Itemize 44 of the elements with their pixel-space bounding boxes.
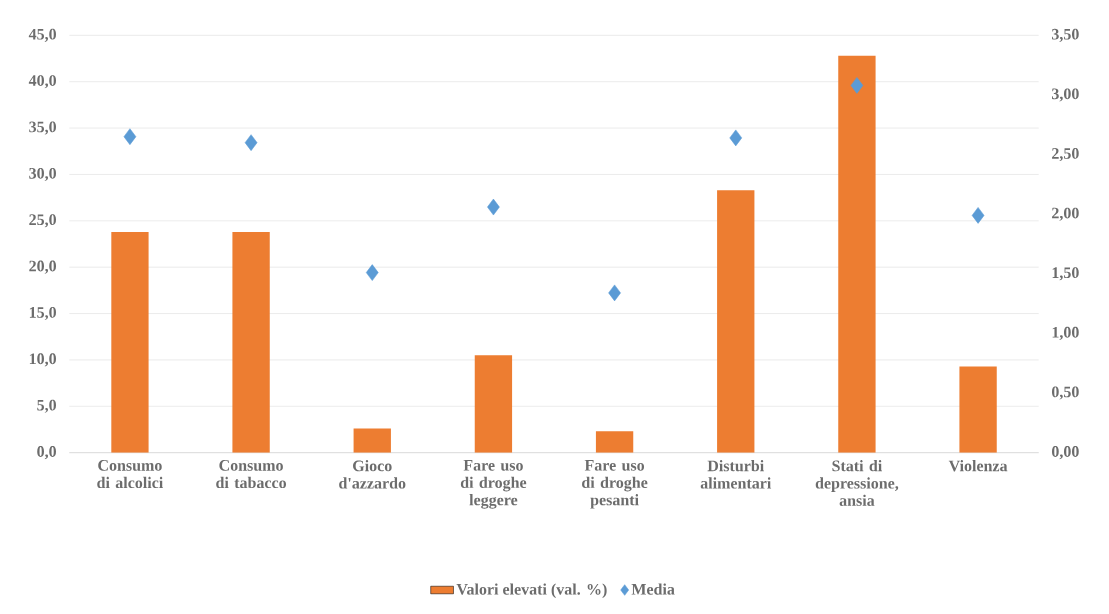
y2-tick-label: 2,50 [1052, 148, 1079, 162]
x-tick-label: Gioco d'azzardo [339, 460, 406, 489]
x-tick-label: Consumo di alcolici [97, 460, 164, 489]
y-tick-label: 5,0 [37, 399, 57, 413]
point [850, 77, 864, 94]
x-tick-label: Fare uso di droghe leggere [460, 460, 527, 509]
y2-tick-label: 0,00 [1051, 446, 1079, 460]
bar [474, 355, 513, 453]
bar [959, 366, 997, 453]
bar [838, 55, 876, 453]
y-tick-label: 45,0 [28, 28, 57, 42]
y-tick-label: 30,0 [29, 167, 57, 181]
bar [717, 190, 755, 453]
point [365, 264, 379, 281]
bar [111, 231, 149, 453]
y-tick-label: 20,0 [29, 260, 57, 274]
point [487, 198, 500, 216]
y-tick-label: 25,0 [29, 214, 57, 228]
point [729, 129, 743, 147]
legend-label: Valori elevati (val. %) [456, 583, 607, 598]
point [123, 128, 137, 145]
y-tick-label: 10,0 [29, 353, 57, 367]
x-tick-label: Stati di depressione, ansia [815, 460, 899, 506]
x-tick-label: Disturbi alimentari [700, 460, 772, 489]
y-tick-label: 35,0 [29, 121, 57, 135]
y-tick-label: 0,0 [37, 446, 57, 460]
point [971, 207, 985, 224]
y-tick-label: 15,0 [29, 306, 57, 321]
bar [353, 428, 391, 453]
legend-label: Media [631, 583, 675, 595]
y2-tick-label: 2,00 [1052, 207, 1079, 221]
x-tick-label: Consumo di tabacco [216, 460, 287, 489]
y2-tick-label: 1,50 [1052, 267, 1079, 281]
point [608, 284, 621, 302]
y2-tick-label: 3,50 [1051, 28, 1079, 42]
x-tick-label: Violenza [948, 460, 1008, 472]
y-tick-label: 40,0 [28, 75, 57, 89]
y2-tick-label: 3,00 [1051, 88, 1079, 102]
bar [595, 431, 634, 453]
y2-tick-label: 0,50 [1051, 386, 1079, 400]
y2-tick-label: 1,00 [1052, 326, 1079, 340]
point [244, 134, 258, 151]
x-tick-label: Fare uso di droghe pesanti [582, 460, 648, 509]
bar [232, 231, 270, 453]
